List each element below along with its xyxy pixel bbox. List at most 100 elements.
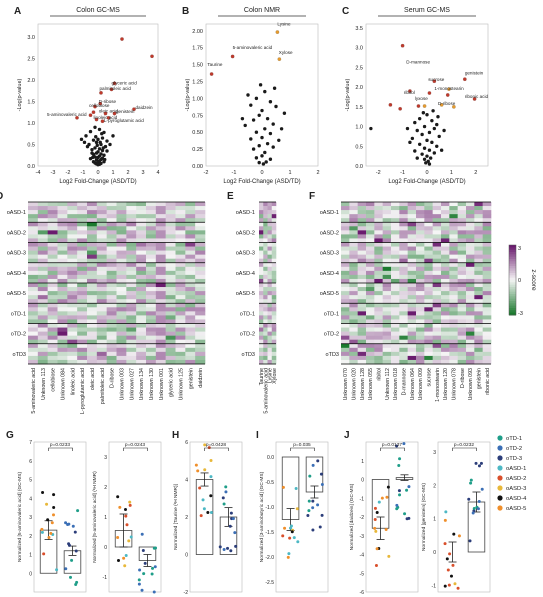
data-point: [224, 490, 228, 494]
data-point: [268, 157, 273, 161]
column-label: sucrose: [427, 368, 433, 387]
heat-cell: [357, 254, 367, 259]
heat-cell: [466, 303, 475, 308]
heat-cell: [432, 278, 442, 284]
heat-cell: [474, 359, 483, 365]
heat-cell: [449, 214, 458, 219]
heat-cell: [407, 266, 417, 272]
data-point: [202, 507, 206, 511]
data-point: [316, 459, 320, 463]
heat-cell: [432, 258, 442, 264]
heat-cell: [136, 351, 147, 357]
heat-cell: [165, 319, 176, 324]
heat-cell: [341, 351, 350, 357]
heat-cell: [366, 319, 375, 324]
heat-cell: [399, 258, 408, 264]
heat-cell: [259, 351, 264, 357]
data-point: [447, 583, 451, 587]
heat-cell: [382, 355, 392, 361]
heat-cell: [407, 283, 417, 288]
heat-cell: [155, 254, 166, 259]
heat-cell: [474, 355, 483, 361]
data-point: [427, 130, 432, 135]
heat-cell: [366, 323, 375, 328]
data-point: [71, 524, 75, 528]
heat-cell: [357, 270, 367, 276]
data-point: [431, 109, 435, 113]
data-point: [207, 446, 211, 450]
heat-cell: [155, 327, 166, 332]
data-point: [447, 87, 451, 91]
heat-cell: [106, 258, 117, 264]
heat-cell: [416, 266, 425, 272]
heat-cell: [424, 351, 433, 357]
heat-cell: [374, 238, 383, 243]
heat-cell: [47, 283, 58, 288]
heat-cell: [407, 238, 417, 243]
column-label: Unknown 128: [360, 368, 366, 400]
heat-cell: [441, 246, 450, 251]
data-point: [45, 502, 49, 506]
heat-cell: [96, 266, 107, 272]
heat-cell: [267, 246, 273, 251]
heat-cell: [474, 331, 483, 336]
column-label: Unknown 134: [139, 368, 145, 400]
heat-cell: [165, 335, 176, 340]
heat-cell: [57, 262, 68, 268]
heat-cell: [416, 339, 425, 345]
heat-cell: [195, 307, 206, 312]
heat-cell: [349, 214, 358, 219]
heat-cell: [267, 343, 273, 349]
heat-cell: [382, 323, 392, 328]
data-point: [384, 527, 388, 531]
heat-cell: [263, 343, 268, 349]
heat-cell: [96, 355, 107, 361]
heat-cell: [271, 335, 277, 340]
heat-cell: [271, 299, 277, 304]
heat-cell: [357, 262, 367, 268]
heat-cell: [474, 238, 483, 243]
heat-cell: [466, 254, 475, 259]
heat-cell: [146, 299, 157, 304]
heat-cell: [47, 218, 58, 223]
heat-cell: [391, 202, 400, 207]
heat-cell: [155, 262, 166, 268]
heat-cell: [382, 347, 392, 353]
data-point: [425, 154, 429, 158]
y-axis-label: Normalized [5-aminovaleric acid] (GC-MS): [17, 472, 23, 562]
heat-cell: [96, 202, 107, 207]
data-point: [196, 469, 200, 473]
heat-cell: [449, 254, 458, 259]
heat-cell: [57, 335, 68, 340]
data-point: [268, 100, 273, 104]
heat-cell: [349, 250, 358, 255]
data-point: [373, 506, 377, 510]
heat-cell: [106, 291, 117, 296]
heat-cell: [96, 210, 107, 215]
heat-cell: [341, 283, 350, 288]
data-point: [125, 523, 129, 527]
heat-cell: [341, 331, 350, 336]
heat-cell: [155, 214, 166, 219]
heat-cell: [271, 222, 277, 227]
heat-cell: [165, 347, 176, 353]
heat-cell: [457, 331, 467, 336]
heat-cell: [432, 242, 442, 247]
heat-cell: [57, 307, 68, 312]
heat-cell: [466, 214, 475, 219]
heat-cell: [424, 355, 433, 361]
heat-cell: [457, 242, 467, 247]
heat-cell: [185, 214, 196, 219]
heat-cell: [267, 327, 273, 332]
heat-cell: [37, 262, 48, 268]
heat-cell: [67, 278, 78, 284]
heat-cell: [195, 274, 206, 280]
heat-cell: [155, 323, 166, 328]
data-point: [90, 147, 94, 152]
colorbar-step: [509, 245, 516, 248]
data-point: [209, 510, 213, 514]
data-point: [268, 131, 273, 136]
x-axis-label: Log2 Fold-Change (ASD/TD): [59, 179, 136, 185]
heat-cell: [126, 331, 137, 336]
heat-cell: [407, 202, 417, 207]
